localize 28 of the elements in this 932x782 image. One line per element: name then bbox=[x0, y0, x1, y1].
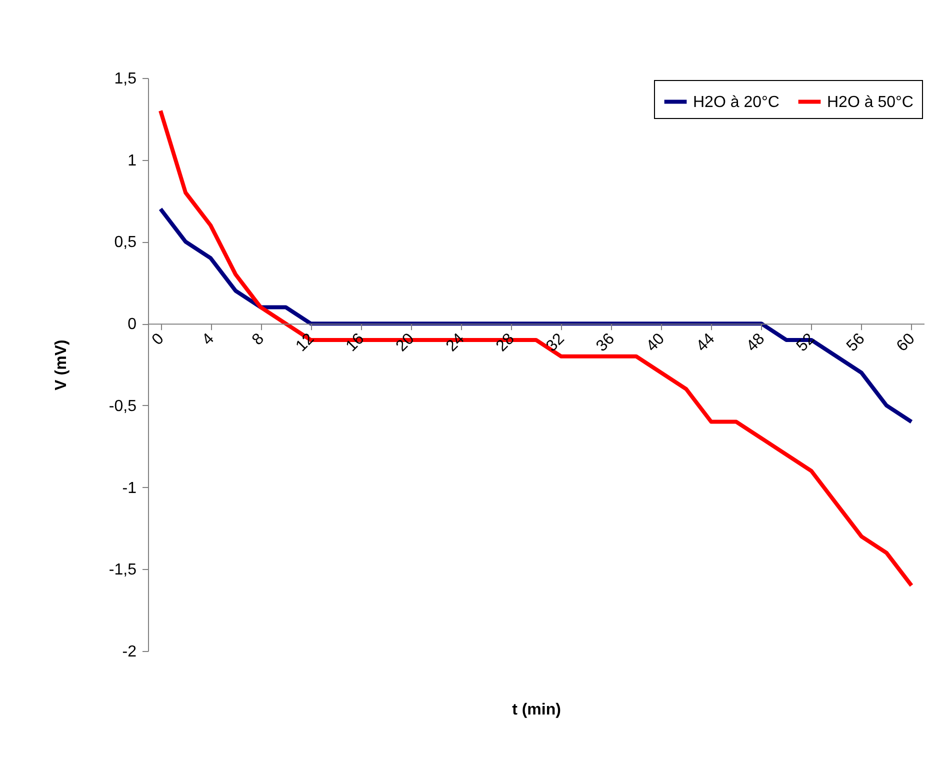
x-tick-label: 8 bbox=[249, 330, 268, 349]
y-tick-label: -1,5 bbox=[108, 562, 137, 579]
y-tick-label: -0,5 bbox=[108, 398, 137, 415]
x-tick-label: 44 bbox=[693, 330, 718, 356]
y-tick-label: -2 bbox=[122, 644, 137, 660]
x-axis-title: t (min) bbox=[512, 702, 561, 718]
y-tick-label: 1 bbox=[128, 152, 137, 170]
legend-label: H2O à 20°C bbox=[693, 94, 780, 111]
x-tick-label: 28 bbox=[493, 330, 518, 356]
y-tick-label: 1,5 bbox=[114, 70, 137, 88]
x-tick-label: 36 bbox=[593, 330, 618, 356]
x-tick-label: 60 bbox=[894, 330, 918, 356]
x-tick-label: 32 bbox=[543, 330, 568, 356]
y-tick-label: -1 bbox=[122, 480, 137, 497]
legend-label: H2O à 50°C bbox=[827, 94, 914, 111]
y-tick-label: 0 bbox=[128, 316, 137, 334]
x-tick-label: 24 bbox=[443, 330, 468, 356]
x-tick-label: 12 bbox=[292, 330, 318, 356]
x-tick-label: 48 bbox=[744, 330, 768, 356]
x-tick-label: 16 bbox=[343, 330, 368, 356]
x-tick-label: 56 bbox=[844, 330, 868, 356]
x-tick-label: 40 bbox=[643, 330, 668, 356]
y-tick-label: 0,5 bbox=[114, 234, 137, 252]
x-tick-label: 52 bbox=[794, 330, 818, 356]
x-tick-label: 0 bbox=[149, 330, 168, 349]
x-tick-label: 4 bbox=[199, 330, 218, 349]
x-tick-label: 20 bbox=[393, 330, 418, 356]
y-axis-title: V (mV) bbox=[52, 340, 70, 390]
